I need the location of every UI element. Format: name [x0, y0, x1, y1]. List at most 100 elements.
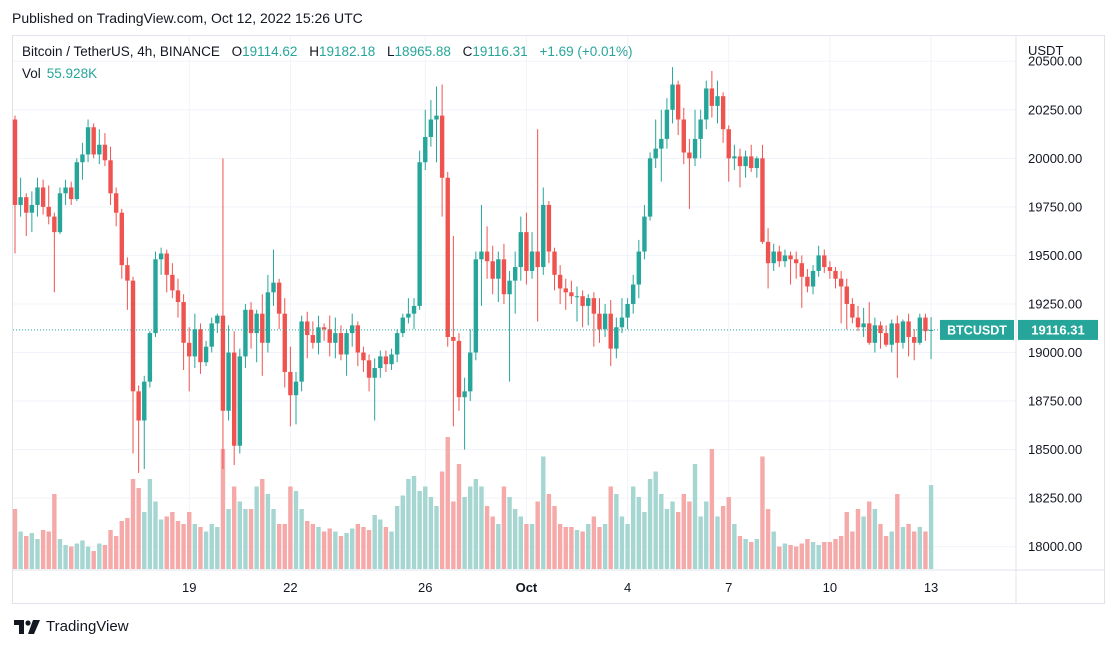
price-tick-label: 18750.00	[1028, 394, 1082, 409]
volume-bar	[243, 509, 248, 569]
volume-bar	[709, 449, 715, 569]
volume-bar	[675, 512, 681, 569]
volume-bar	[664, 509, 670, 569]
candle-body	[389, 354, 394, 365]
volume-bar	[586, 524, 591, 569]
volume-bar	[552, 506, 557, 569]
volume-bar	[366, 530, 372, 569]
candle-body	[181, 302, 186, 343]
candle-body	[704, 88, 709, 120]
volume-bar	[760, 456, 765, 569]
candle-body	[754, 158, 760, 169]
price-tick-label: 18500.00	[1028, 442, 1082, 457]
candle-body	[417, 162, 422, 306]
volume-bar	[743, 539, 748, 569]
price-tick-label: 19500.00	[1028, 248, 1082, 263]
volume-bar	[501, 486, 507, 569]
volume-bar	[355, 524, 361, 569]
candle-body	[344, 333, 349, 355]
candle-body	[541, 204, 546, 268]
candle-body	[316, 327, 321, 343]
candle-body	[102, 144, 108, 161]
volume-bar	[462, 497, 467, 569]
volume-bar	[142, 512, 147, 569]
volume-bar	[158, 519, 164, 569]
volume-bar	[614, 494, 619, 569]
candle-body	[158, 253, 164, 260]
volume-bars	[12, 437, 934, 569]
volume-bar	[147, 479, 153, 569]
candle-body	[276, 282, 282, 314]
volume-bar	[254, 486, 259, 569]
volume-bar	[361, 527, 366, 569]
price-tick-label: 20500.00	[1028, 54, 1082, 69]
volume-bar	[878, 524, 883, 569]
price-tick-label: 19750.00	[1028, 199, 1082, 214]
volume-bar	[350, 528, 355, 569]
candle-body	[793, 259, 799, 264]
volume-bar	[822, 542, 827, 569]
candle-body	[698, 119, 703, 139]
candle-body	[243, 309, 248, 357]
candle-body	[209, 323, 214, 347]
volume-bar	[389, 531, 394, 569]
candle-body	[456, 340, 462, 398]
candle-body	[299, 321, 304, 382]
volume-bar	[602, 524, 608, 569]
candle-body	[900, 321, 906, 343]
candle-body	[130, 280, 136, 392]
candles	[12, 67, 934, 473]
volume-bar	[512, 509, 518, 569]
candle-body	[69, 187, 74, 200]
candle-body	[254, 313, 259, 334]
volume-bar	[220, 449, 226, 569]
candle-body	[636, 251, 642, 285]
candle-body	[187, 342, 192, 357]
volume-bar	[557, 524, 563, 569]
price-tick-label: 19000.00	[1028, 345, 1082, 360]
volume-bar	[895, 494, 900, 569]
volume-bar	[906, 524, 911, 569]
volume-bar	[113, 536, 119, 569]
candle-body	[175, 290, 181, 303]
candle-body	[288, 371, 293, 396]
volume-bar	[80, 540, 85, 569]
volume-bar	[187, 512, 192, 569]
candle-body	[518, 232, 523, 268]
candle-body	[260, 313, 265, 343]
volume-bar	[428, 497, 434, 569]
volume-bar	[479, 486, 484, 569]
published-caption: Published on TradingView.com, Oct 12, 20…	[12, 10, 363, 26]
candle-body	[372, 368, 377, 378]
candle-body	[822, 255, 827, 268]
volume-bar	[749, 542, 754, 569]
candle-body	[428, 119, 434, 137]
volume-bar	[119, 521, 124, 569]
candle-body	[423, 136, 428, 163]
candle-body	[782, 255, 788, 262]
price-tick-label: 19250.00	[1028, 296, 1082, 311]
volume-bar	[456, 464, 462, 569]
candle-body	[777, 251, 782, 262]
candle-body	[52, 216, 57, 233]
volume-bar	[209, 524, 214, 569]
volume-bar	[771, 531, 776, 569]
candle-body	[805, 276, 810, 287]
candle-body	[170, 274, 175, 291]
candle-body	[501, 259, 507, 295]
volume-bar	[844, 512, 849, 569]
tradingview-brand[interactable]: TradingView	[14, 618, 129, 635]
volume-bar	[344, 533, 349, 569]
volume-bar	[524, 524, 529, 569]
candle-body	[366, 360, 372, 378]
volume-bar	[305, 521, 310, 569]
volume-bar	[569, 527, 574, 569]
volume-bar	[912, 531, 917, 569]
volume-bar	[91, 551, 96, 569]
candle-body	[406, 313, 411, 318]
volume-bar	[333, 531, 338, 569]
volume-bar	[872, 509, 878, 569]
candle-body	[305, 321, 310, 336]
candle-body	[850, 303, 855, 318]
